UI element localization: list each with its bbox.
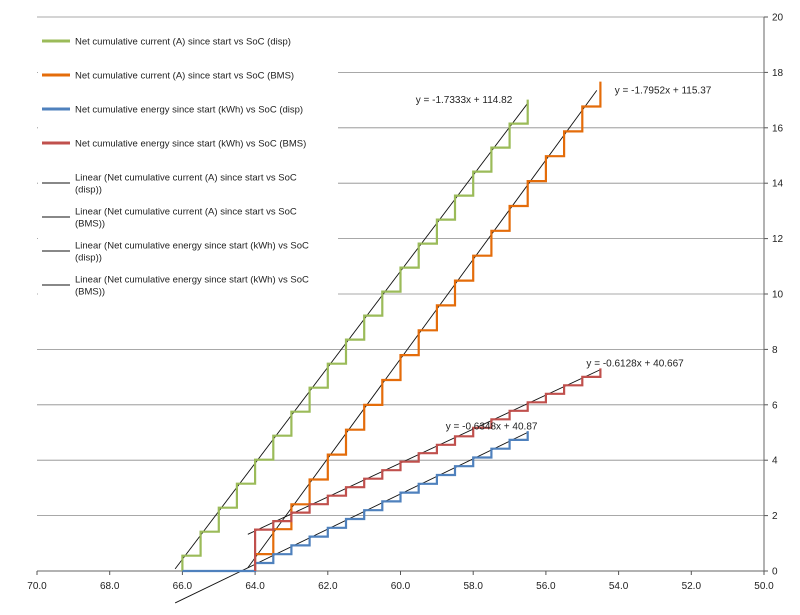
y-tick-label: 0 [772,567,778,578]
series-line-2 [182,431,529,573]
legend-background [38,31,338,301]
legend-label-line: (BMS)) [75,219,105,230]
trendline-2 [174,431,528,604]
legend-label-4: Linear (Net cumulative current (A) since… [75,173,297,196]
y-tick-label: 2 [772,511,778,522]
x-tick-label: 70.0 [27,581,47,592]
legend-label-line: (disp)) [75,185,102,196]
x-tick-label: 50.0 [754,581,774,592]
y-tick-label: 6 [772,400,778,411]
y-tick-label: 16 [772,123,784,134]
trendline-0 [174,102,529,570]
trendlines [174,90,601,604]
legend-label-5: Linear (Net cumulative current (A) since… [75,207,297,230]
x-tick-label: 68.0 [100,581,120,592]
y-tick-label: 18 [772,68,784,79]
y-tick-label: 12 [772,234,784,245]
legend-label-line: (BMS)) [75,287,105,298]
legend-label-line: Linear (Net cumulative current (A) since… [75,207,297,218]
trendline-equation-2: y = -0.6348x + 40.87 [446,421,538,432]
legend-label-line: (disp)) [75,253,102,264]
y-tick-label: 4 [772,456,778,467]
legend: Net cumulative current (A) since start v… [38,31,338,301]
y-tick-label: 14 [772,179,784,190]
series-line-1 [254,81,602,571]
series-line-0 [181,99,529,571]
legend-label-0: Net cumulative current (A) since start v… [75,37,291,48]
x-tick-label: 66.0 [173,581,193,592]
x-tick-label: 62.0 [318,581,338,592]
x-tick-label: 56.0 [536,581,556,592]
legend-label-3: Net cumulative energy since start (kWh) … [75,139,306,150]
trendline-equation-3: y = -0.6128x + 40.667 [586,359,684,370]
legend-label-1: Net cumulative current (A) since start v… [75,71,294,82]
axes: 0 2 4 6 8 10 12 14 16 18 20 70.0 68.0 66.0 64.0 62.0 60.… [27,13,783,593]
y-tick-label: 8 [772,345,778,356]
legend-label-7: Linear (Net cumulative energy since star… [75,275,309,298]
legend-label-line: Linear (Net cumulative current (A) since… [75,173,297,184]
series-line-3 [254,368,602,571]
trendline-equations: y = -1.7333x + 114.82 y = -1.7952x + 115.… [416,85,712,432]
x-tick-label: 64.0 [245,581,265,592]
trendline-equation-0: y = -1.7333x + 114.82 [416,95,513,106]
data-series [181,81,602,573]
y-tick-label: 20 [772,13,784,24]
x-tick-label: 58.0 [463,581,483,592]
x-tick-label: 52.0 [682,581,702,592]
legend-label-line: Linear (Net cumulative energy since star… [75,275,309,286]
trendline-1 [247,90,598,568]
trendline-3 [247,369,601,535]
trendline-equation-1: y = -1.7952x + 115.37 [615,85,712,96]
y-tick-label: 10 [772,290,784,301]
x-tick-label: 54.0 [609,581,629,592]
legend-label-2: Net cumulative energy since start (kWh) … [75,105,303,116]
legend-label-line: Linear (Net cumulative energy since star… [75,241,309,252]
x-tick-label: 60.0 [391,581,411,592]
legend-label-6: Linear (Net cumulative energy since star… [75,241,309,264]
